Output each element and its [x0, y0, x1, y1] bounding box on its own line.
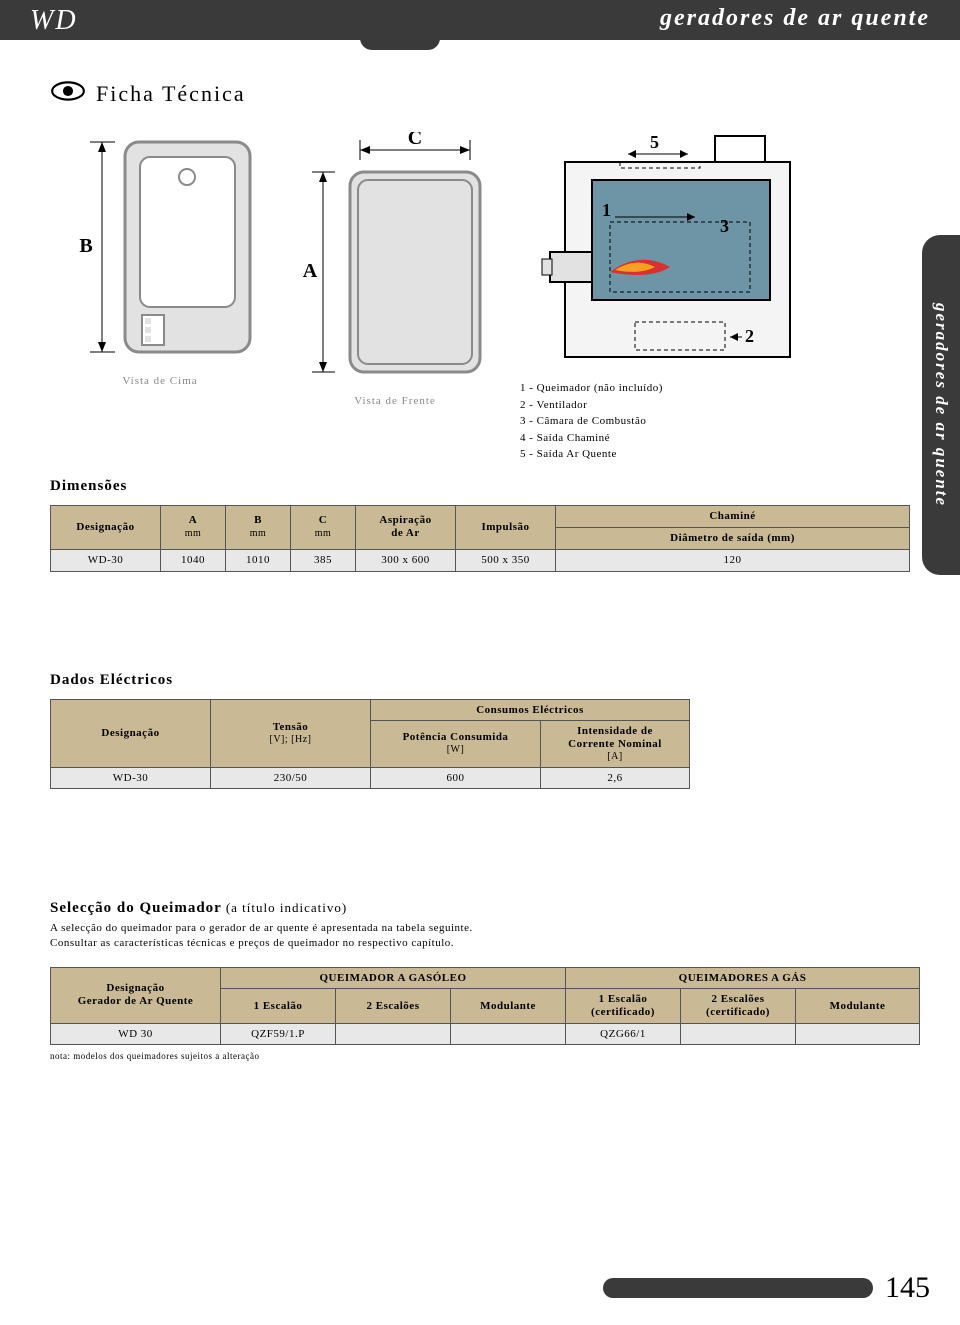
- eye-icon: [50, 80, 86, 107]
- page-number: 145: [885, 1271, 930, 1305]
- th-designacao: Designação: [76, 521, 134, 533]
- lbl-5: 5: [650, 132, 659, 152]
- table-row: WD-30 1040 1010 385 300 x 600 500 x 350 …: [51, 549, 910, 571]
- legend-3: 3 - Câmara de Combustão: [520, 413, 800, 430]
- legend-4: 4 - Saída Chaminé: [520, 430, 800, 447]
- lbl-2: 2: [745, 326, 754, 346]
- diagram-schematic: 5 4: [520, 132, 800, 463]
- legend-1: 1 - Queimador (não incluído): [520, 380, 800, 397]
- section-title-row: Ficha Técnica: [50, 80, 920, 107]
- side-tab: geradores de ar quente: [922, 235, 960, 575]
- side-tab-text: geradores de ar quente: [931, 303, 951, 507]
- diagrams-row: B Vista de Cima C A: [50, 132, 920, 463]
- table-row: WD-30 230/50 600 2,6: [51, 767, 690, 788]
- electric-table: Designação Tensão[V]; [Hz] Consumos Eléc…: [50, 699, 690, 789]
- legend-2: 2 - Ventilador: [520, 397, 800, 414]
- lbl-1: 1: [602, 200, 611, 220]
- caption-front: Vista de Frente: [300, 395, 490, 407]
- diagram-front: C A Vista de Frente: [300, 132, 490, 407]
- schematic-legend: 1 - Queimador (não incluído) 2 - Ventila…: [520, 380, 800, 463]
- burner-footnote: nota: modelos dos queimadores sujeitos a…: [50, 1051, 920, 1061]
- header-title: geradores de ar quente: [660, 5, 930, 32]
- burner-title: Selecção do Queimador: [50, 900, 222, 916]
- burner-title-line: Selecção do Queimador (a título indicati…: [50, 899, 920, 917]
- th-chamine: Chaminé: [709, 510, 755, 522]
- th-diametro: Diâmetro de saída (mm): [670, 532, 795, 544]
- dim-A: A: [303, 260, 318, 282]
- electric-title: Dados Eléctricos: [50, 672, 920, 689]
- brand: WD: [30, 5, 78, 37]
- table-row: WD 30 QZF59/1.P QZG66/1: [51, 1024, 920, 1045]
- burner-table: DesignaçãoGerador de Ar Quente QUEIMADOR…: [50, 967, 920, 1045]
- page-footer: 145: [603, 1271, 930, 1305]
- page-header: WD geradores de ar quente: [0, 0, 960, 50]
- dimensions-table: Designação Amm Bmm Cmm Aspiraçãode Ar Im…: [50, 505, 910, 572]
- header-tab-curve: [360, 38, 440, 50]
- dimensions-title: Dimensões: [50, 478, 920, 495]
- burner-intro: A selecção do queimador para o gerador d…: [50, 921, 920, 952]
- dim-C: C: [408, 132, 422, 149]
- burner-title-note: (a título indicativo): [226, 900, 347, 915]
- footer-pill: [603, 1278, 873, 1298]
- lbl-3: 3: [720, 216, 729, 236]
- section-title: Ficha Técnica: [96, 81, 246, 107]
- dim-B: B: [79, 235, 92, 257]
- diagram-top: B Vista de Cima: [50, 132, 270, 387]
- caption-top: Vista de Cima: [50, 375, 270, 387]
- legend-5: 5 - Saída Ar Quente: [520, 446, 800, 463]
